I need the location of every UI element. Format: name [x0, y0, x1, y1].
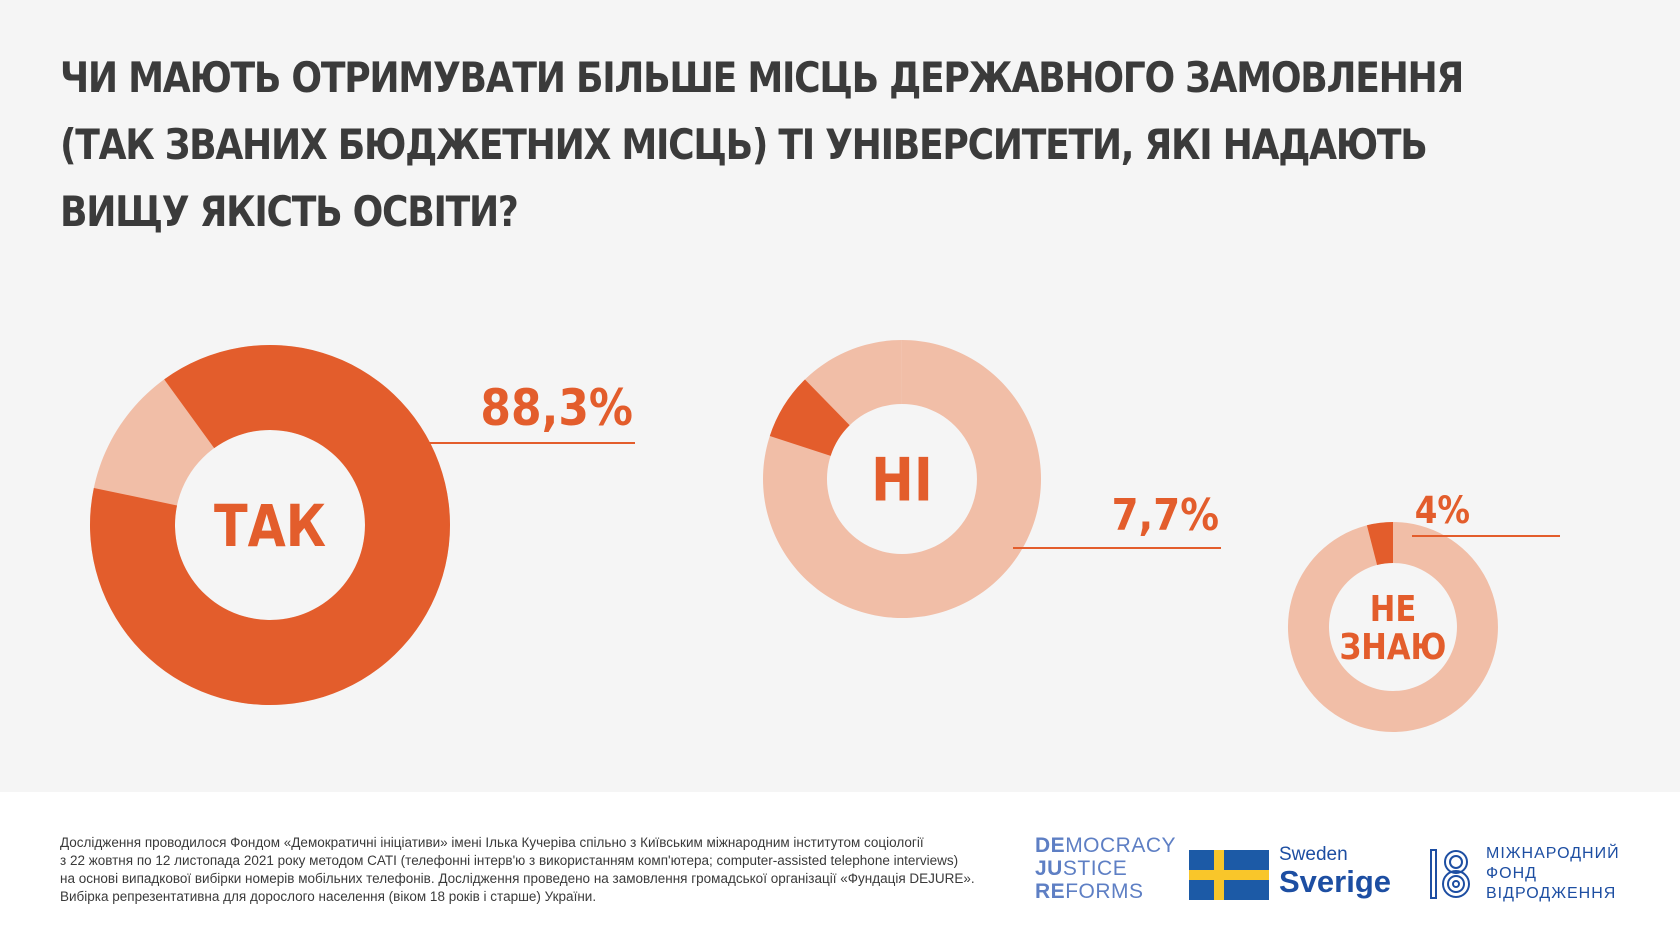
- international-renaissance-foundation-logo: МІЖНАРОДНИЙ ФОНД ВІДРОДЖЕННЯ: [1430, 844, 1650, 904]
- page-title: ЧИ МАЮТЬ ОТРИМУВАТИ БІЛЬШЕ МІСЦЬ ДЕРЖАВН…: [60, 44, 1464, 245]
- irf-line-3: ВІДРОДЖЕННЯ: [1486, 885, 1617, 902]
- sverige-text: Sverige: [1279, 864, 1392, 899]
- donut-3-center-label-1: НЕ: [1370, 588, 1416, 630]
- donut-1-center-label: ТАК: [214, 492, 326, 560]
- donut-1-slice: [90, 345, 450, 705]
- note-line-3: на основі випадкової вибірки номерів моб…: [60, 871, 975, 886]
- donut-2-value-label: 7,7%: [1112, 490, 1219, 541]
- djr-line-2: JUSTICE: [1035, 857, 1128, 880]
- djr-line-3: REFORMS: [1035, 880, 1144, 903]
- note-line-4: Вибірка репрезентативна для дорослого на…: [60, 889, 597, 904]
- irf-line-1: МІЖНАРОДНИЙ: [1486, 845, 1620, 862]
- irf-line-2: ФОНД: [1486, 865, 1537, 882]
- title-line-3: ВИЩУ ЯКІСТЬ ОСВІТИ?: [60, 187, 519, 236]
- irf-name: МІЖНАРОДНИЙ ФОНД ВІДРОДЖЕННЯ: [1486, 844, 1620, 904]
- donut-3-value-label: 4%: [1415, 490, 1470, 532]
- donut-2-slice: [769, 379, 850, 456]
- democracy-justice-reforms-logo: DEMOCRACY JUSTICE REFORMS: [1035, 834, 1176, 903]
- footer: Дослідження проводилося Фондом «Демократ…: [0, 792, 1680, 945]
- donut-1-value-label: 88,3%: [480, 379, 633, 437]
- sweden-sverige-logo: Sweden Sverige: [1188, 844, 1392, 904]
- donut-3-remainder: [1287, 522, 1498, 732]
- djr-line-1: DEMOCRACY: [1035, 834, 1177, 857]
- swedish-flag-icon: [1189, 850, 1269, 900]
- donut-3-center-label-2: ЗНАЮ: [1340, 625, 1447, 667]
- donut-2-center-label: НІ: [871, 446, 933, 516]
- note-line-2: з 22 жовтня по 12 листопада 2021 року ме…: [60, 853, 959, 868]
- donut-3-slice: [1366, 522, 1393, 566]
- methodology-note: Дослідження проводилося Фондом «Демократ…: [60, 834, 1020, 906]
- irf-mark-icon: [1430, 849, 1470, 899]
- note-line-1: Дослідження проводилося Фондом «Демократ…: [60, 835, 924, 850]
- title-line-1: ЧИ МАЮТЬ ОТРИМУВАТИ БІЛЬШЕ МІСЦЬ ДЕРЖАВН…: [60, 53, 1464, 102]
- title-line-2: (ТАК ЗВАНИХ БЮДЖЕТНИХ МІСЦЬ) ТІ УНІВЕРСИ…: [60, 120, 1428, 169]
- sweden-text: Sweden: [1279, 844, 1348, 865]
